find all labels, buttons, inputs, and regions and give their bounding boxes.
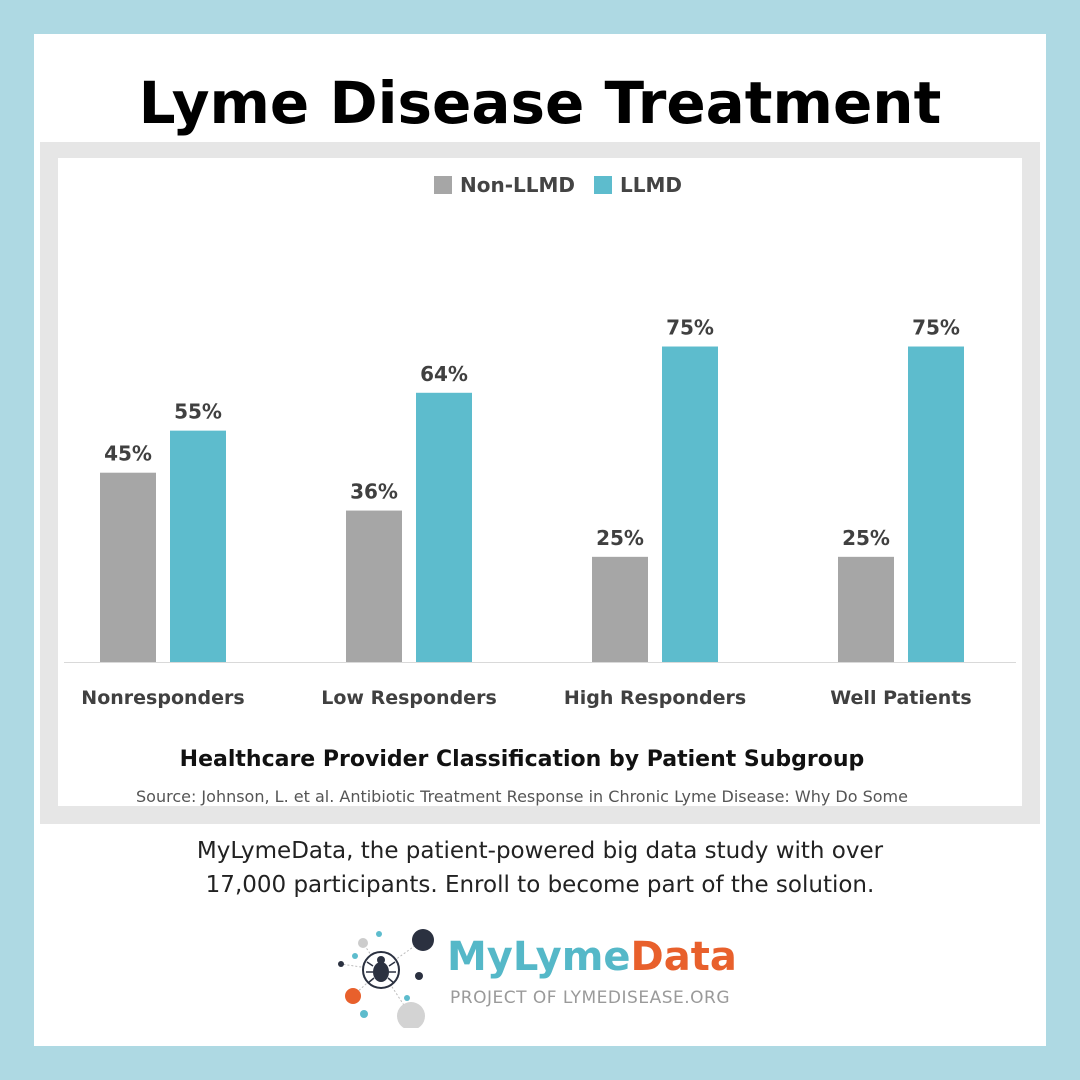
bar-non-llmd-nonresponders — [100, 472, 156, 662]
category-label-high-responders: High Responders — [564, 687, 746, 709]
page-title: Lyme Disease Treatment — [138, 69, 942, 137]
category-label-low-responders: Low Responders — [321, 687, 497, 709]
promo-line-2: 17,000 participants. Enroll to become pa… — [205, 872, 875, 898]
bar-chart: More High Responders Treated by Clinicia… — [64, 173, 1016, 806]
bar-non-llmd-low-responders — [346, 510, 402, 662]
legend-label-non-llmd: Non-LLMD — [460, 173, 575, 197]
data-label-non-llmd-nonresponders: 45% — [104, 442, 152, 466]
x-axis-title: Healthcare Provider Classification by Pa… — [180, 747, 865, 772]
bar-non-llmd-high-responders — [592, 556, 648, 662]
category-label-nonresponders: Nonresponders — [81, 687, 244, 709]
data-label-llmd-low-responders: 64% — [420, 362, 468, 386]
tick-network-icon — [338, 929, 434, 1028]
data-label-non-llmd-high-responders: 25% — [596, 526, 644, 550]
data-label-llmd-high-responders: 75% — [666, 316, 714, 340]
data-label-llmd-nonresponders: 55% — [174, 400, 222, 424]
mylymedata-logo: MyLymeData PROJECT OF LYMEDISEASE.ORG — [319, 918, 799, 1028]
logo-wordmark: MyLymeData — [447, 934, 737, 980]
data-label-non-llmd-well-patients: 25% — [842, 526, 890, 550]
promo-line-1: MyLymeData, the patient-powered big data… — [196, 838, 884, 864]
data-label-llmd-well-patients: 75% — [912, 316, 960, 340]
category-label-well-patients: Well Patients — [830, 687, 971, 709]
legend-label-llmd: LLMD — [620, 173, 682, 197]
chart-frame: More High Responders Treated by Clinicia… — [40, 142, 1040, 824]
bar-llmd-high-responders — [662, 346, 718, 662]
source-line-1: Source: Johnson, L. et al. Antibiotic Tr… — [136, 787, 908, 806]
logo-tagline: PROJECT OF LYMEDISEASE.ORG — [450, 988, 730, 1008]
bar-llmd-low-responders — [416, 392, 472, 662]
logo-wordmark-part1: MyLyme — [447, 934, 631, 980]
infographic-card: Lyme Disease Treatment More High Respond… — [34, 34, 1046, 1046]
chart-panel: More High Responders Treated by Clinicia… — [58, 158, 1022, 806]
logo-wordmark-part2: Data — [630, 934, 737, 980]
legend-swatch-llmd — [594, 176, 612, 194]
bar-llmd-well-patients — [908, 346, 964, 662]
bar-non-llmd-well-patients — [838, 556, 894, 662]
data-label-non-llmd-low-responders: 36% — [350, 480, 398, 504]
bar-llmd-nonresponders — [170, 430, 226, 662]
promo-text: MyLymeData, the patient-powered big data… — [114, 834, 966, 902]
legend-swatch-non-llmd — [434, 176, 452, 194]
